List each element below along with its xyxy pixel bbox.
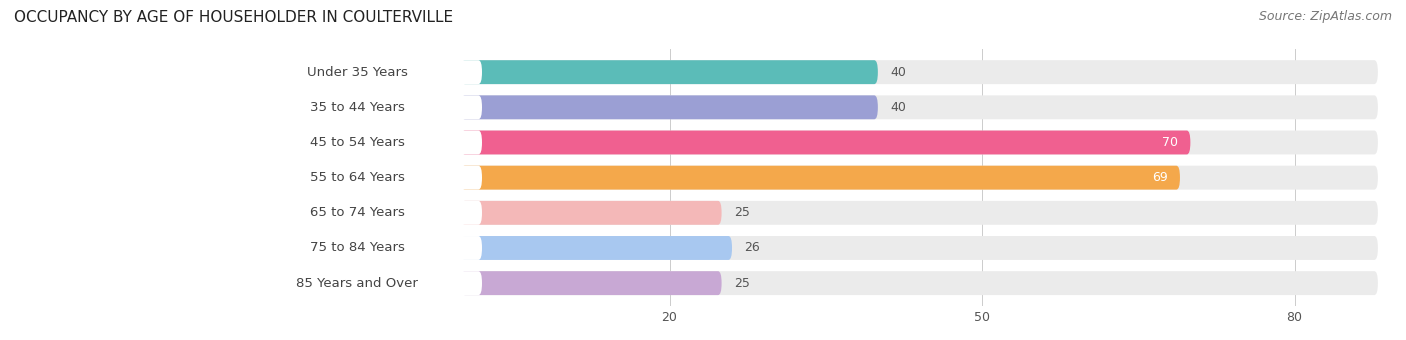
Text: 45 to 54 Years: 45 to 54 Years xyxy=(309,136,405,149)
FancyBboxPatch shape xyxy=(461,271,721,295)
Text: 40: 40 xyxy=(890,66,907,79)
FancyBboxPatch shape xyxy=(232,271,482,295)
FancyBboxPatch shape xyxy=(461,60,877,84)
Text: 25: 25 xyxy=(734,277,749,290)
FancyBboxPatch shape xyxy=(232,131,482,154)
FancyBboxPatch shape xyxy=(461,95,877,119)
FancyBboxPatch shape xyxy=(461,201,1378,225)
FancyBboxPatch shape xyxy=(461,131,1378,154)
Text: Under 35 Years: Under 35 Years xyxy=(307,66,408,79)
FancyBboxPatch shape xyxy=(461,60,1378,84)
FancyBboxPatch shape xyxy=(232,236,482,260)
FancyBboxPatch shape xyxy=(461,236,1378,260)
Text: 40: 40 xyxy=(890,101,907,114)
Text: 69: 69 xyxy=(1152,171,1167,184)
FancyBboxPatch shape xyxy=(232,60,482,84)
Text: 70: 70 xyxy=(1161,136,1178,149)
Text: 25: 25 xyxy=(734,206,749,219)
FancyBboxPatch shape xyxy=(461,201,721,225)
FancyBboxPatch shape xyxy=(461,236,733,260)
Text: 26: 26 xyxy=(745,241,761,254)
FancyBboxPatch shape xyxy=(461,95,1378,119)
Text: OCCUPANCY BY AGE OF HOUSEHOLDER IN COULTERVILLE: OCCUPANCY BY AGE OF HOUSEHOLDER IN COULT… xyxy=(14,10,453,25)
Text: 35 to 44 Years: 35 to 44 Years xyxy=(309,101,405,114)
FancyBboxPatch shape xyxy=(461,166,1378,190)
FancyBboxPatch shape xyxy=(461,131,1191,154)
Text: 55 to 64 Years: 55 to 64 Years xyxy=(309,171,405,184)
FancyBboxPatch shape xyxy=(461,166,1180,190)
Text: Source: ZipAtlas.com: Source: ZipAtlas.com xyxy=(1258,10,1392,23)
FancyBboxPatch shape xyxy=(232,166,482,190)
FancyBboxPatch shape xyxy=(461,271,1378,295)
Text: 75 to 84 Years: 75 to 84 Years xyxy=(309,241,405,254)
FancyBboxPatch shape xyxy=(232,201,482,225)
Text: 85 Years and Over: 85 Years and Over xyxy=(297,277,418,290)
Text: 65 to 74 Years: 65 to 74 Years xyxy=(309,206,405,219)
FancyBboxPatch shape xyxy=(232,95,482,119)
